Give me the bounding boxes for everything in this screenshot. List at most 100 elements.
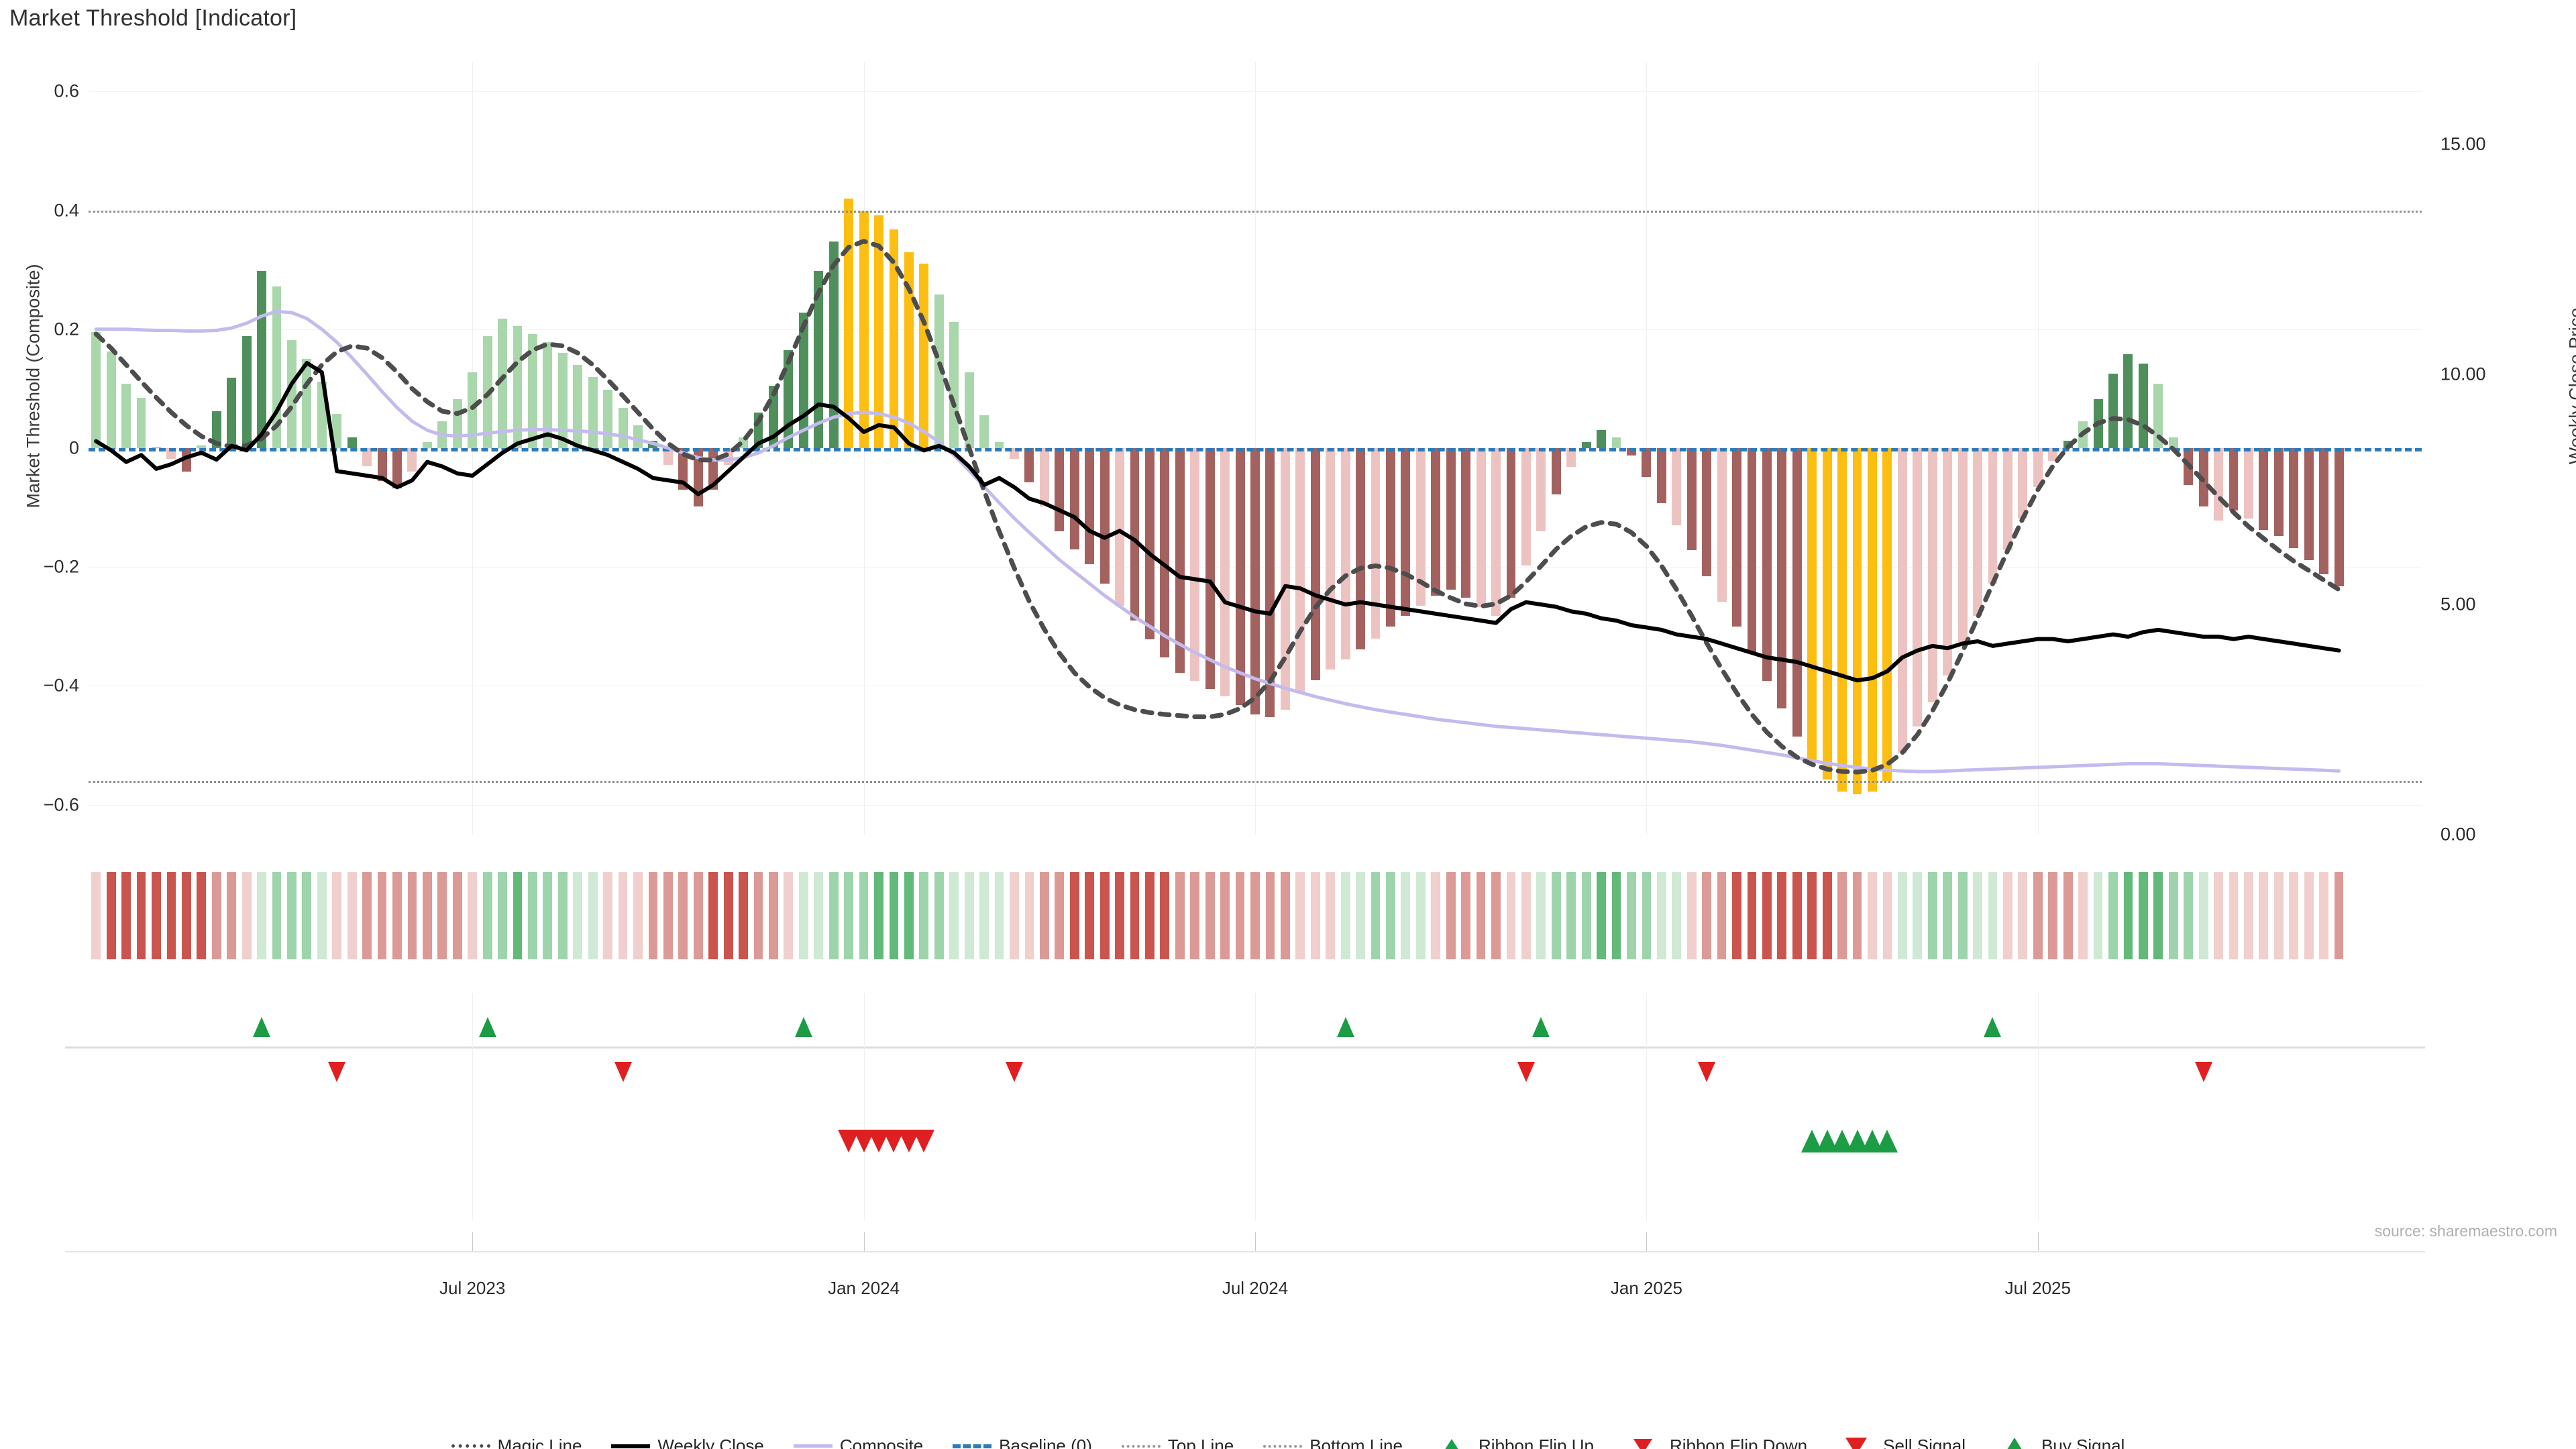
ribbon-flip-up-marker xyxy=(1336,1017,1354,1037)
composite-bar xyxy=(91,332,101,448)
ribbon-cell xyxy=(663,872,673,959)
ribbon-cell xyxy=(1642,872,1652,959)
composite-bar xyxy=(1536,448,1546,532)
x-axis: Jul 2023 Jan 2024 Jul 2024 Jan 2025 Jul 2025 xyxy=(65,1232,2425,1332)
ribbon-cell xyxy=(1988,872,1998,959)
ribbon-cell xyxy=(272,872,282,959)
legend-item-label: Buy Signal xyxy=(2041,1436,2125,1449)
composite-bar xyxy=(2018,448,2028,519)
ribbon-cell xyxy=(784,872,794,959)
composite-bar xyxy=(1069,448,1079,549)
legend-item-composite[interactable]: Composite xyxy=(793,1436,923,1449)
ribbon-cell xyxy=(317,872,327,959)
ribbon-cell xyxy=(919,872,929,959)
ribbon-cell xyxy=(1476,872,1486,959)
composite-bar xyxy=(1235,448,1245,705)
ribbon-cell xyxy=(1461,872,1471,959)
legend-item-ribbon-flip-up[interactable]: Ribbon Flip Up xyxy=(1432,1436,1594,1449)
ribbon-cell xyxy=(1717,872,1727,959)
composite-bar xyxy=(121,384,131,448)
legend-item-top-line[interactable]: Top Line xyxy=(1121,1436,1234,1449)
ribbon-cell xyxy=(1446,872,1456,959)
y-axis-right-ticks: 15.00 10.00 5.00 0.00 xyxy=(2440,0,2561,845)
legend-item-label: Baseline (0) xyxy=(999,1436,1092,1449)
composite-bar xyxy=(557,353,568,448)
composite-bar xyxy=(286,339,297,448)
ribbon-cell xyxy=(1611,872,1621,959)
ribbon-cell xyxy=(708,872,718,959)
legend-item-ribbon-flip-down[interactable]: Ribbon Flip Down xyxy=(1623,1436,1807,1449)
ribbon-cell xyxy=(979,872,989,959)
legend-item-bottom-line[interactable]: Bottom Line xyxy=(1263,1436,1403,1449)
composite-bar xyxy=(543,342,553,448)
ribbon-cell xyxy=(437,872,447,959)
ribbon-cell xyxy=(1686,872,1697,959)
composite-bar xyxy=(1656,448,1666,503)
composite-bar xyxy=(498,318,507,448)
ribbon-cell xyxy=(362,872,372,959)
composite-bar xyxy=(1265,448,1275,717)
legend-swatch-line-dotted-light-icon xyxy=(1121,1444,1161,1448)
legend-swatch xyxy=(451,1440,490,1449)
ribbon-cell xyxy=(452,872,462,959)
composite-bar xyxy=(1115,448,1124,606)
ribbon-cell xyxy=(889,872,899,959)
composite-bar xyxy=(513,326,523,448)
ribbon-cell xyxy=(1205,872,1215,959)
legend-swatch-line-dotted-light-icon xyxy=(1263,1444,1303,1448)
line-series-overlay xyxy=(93,239,2342,775)
flip-row-divider xyxy=(65,1046,2425,1049)
ribbon-cell xyxy=(543,872,553,959)
x-axis-tick-label: Jul 2023 xyxy=(439,1278,506,1298)
y-axis-left-tick-label: −0.4 xyxy=(43,675,79,696)
ribbon-flip-up-marker xyxy=(794,1017,812,1037)
ribbon-cell xyxy=(859,872,869,959)
composite-bar xyxy=(1837,448,1847,792)
composite-bar xyxy=(1882,448,1892,782)
y-axis-right-label: Weekly Close Price xyxy=(2565,307,2576,465)
composite-bar xyxy=(227,378,237,448)
ribbon-cell xyxy=(1130,872,1140,959)
ribbon-cell xyxy=(211,872,221,959)
ribbon-cell xyxy=(1672,872,1682,959)
composite-bar xyxy=(2002,448,2012,551)
ribbon-cell xyxy=(588,872,598,959)
legend-swatch xyxy=(1837,1437,1876,1449)
legend-item-baseline-0[interactable]: Baseline (0) xyxy=(953,1436,1092,1449)
legend-item-magic-line[interactable]: Magic Line xyxy=(451,1436,582,1449)
legend-item-sell-signal[interactable]: Sell Signal xyxy=(1837,1436,1966,1449)
ribbon-cell xyxy=(964,872,974,959)
ribbon-cell xyxy=(513,872,523,959)
ribbon-cell xyxy=(2033,872,2043,959)
ribbon-cell xyxy=(1326,872,1336,959)
composite-bar xyxy=(904,252,914,448)
ribbon-cell xyxy=(1145,872,1155,959)
legend-item-weekly-close[interactable]: Weekly Close xyxy=(611,1436,764,1449)
composite-bar xyxy=(663,448,673,465)
ribbon-cell xyxy=(347,872,357,959)
ribbon-cell xyxy=(2153,872,2163,959)
x-axis-rule xyxy=(65,1251,2425,1252)
legend-swatch-line-thin-icon xyxy=(793,1444,833,1448)
legend-item-buy-signal[interactable]: Buy Signal xyxy=(1995,1436,2125,1449)
legend-swatch xyxy=(1432,1438,1471,1449)
ribbon-cell xyxy=(2048,872,2058,959)
ribbon-cell xyxy=(994,872,1004,959)
composite-bar xyxy=(979,415,989,448)
composite-bar xyxy=(859,211,869,448)
ribbon-cell xyxy=(2304,872,2314,959)
ribbon-cell xyxy=(1792,872,1802,959)
buy-signal-marker xyxy=(1876,1130,1898,1152)
composite-bar xyxy=(1506,448,1516,598)
composite-bar xyxy=(2304,448,2314,560)
ribbon-cell xyxy=(1913,872,1923,959)
ribbon-strip-panel xyxy=(89,872,2422,959)
composite-bar xyxy=(2243,448,2253,519)
ribbon-cell xyxy=(528,872,537,959)
ribbon-flip-up-marker xyxy=(253,1017,271,1037)
legend-swatch-line-solid-icon xyxy=(611,1444,651,1448)
composite-bar xyxy=(1521,448,1531,566)
composite-bar xyxy=(407,448,417,472)
ribbon-cell xyxy=(1581,872,1591,959)
ribbon-cell xyxy=(1702,872,1712,959)
